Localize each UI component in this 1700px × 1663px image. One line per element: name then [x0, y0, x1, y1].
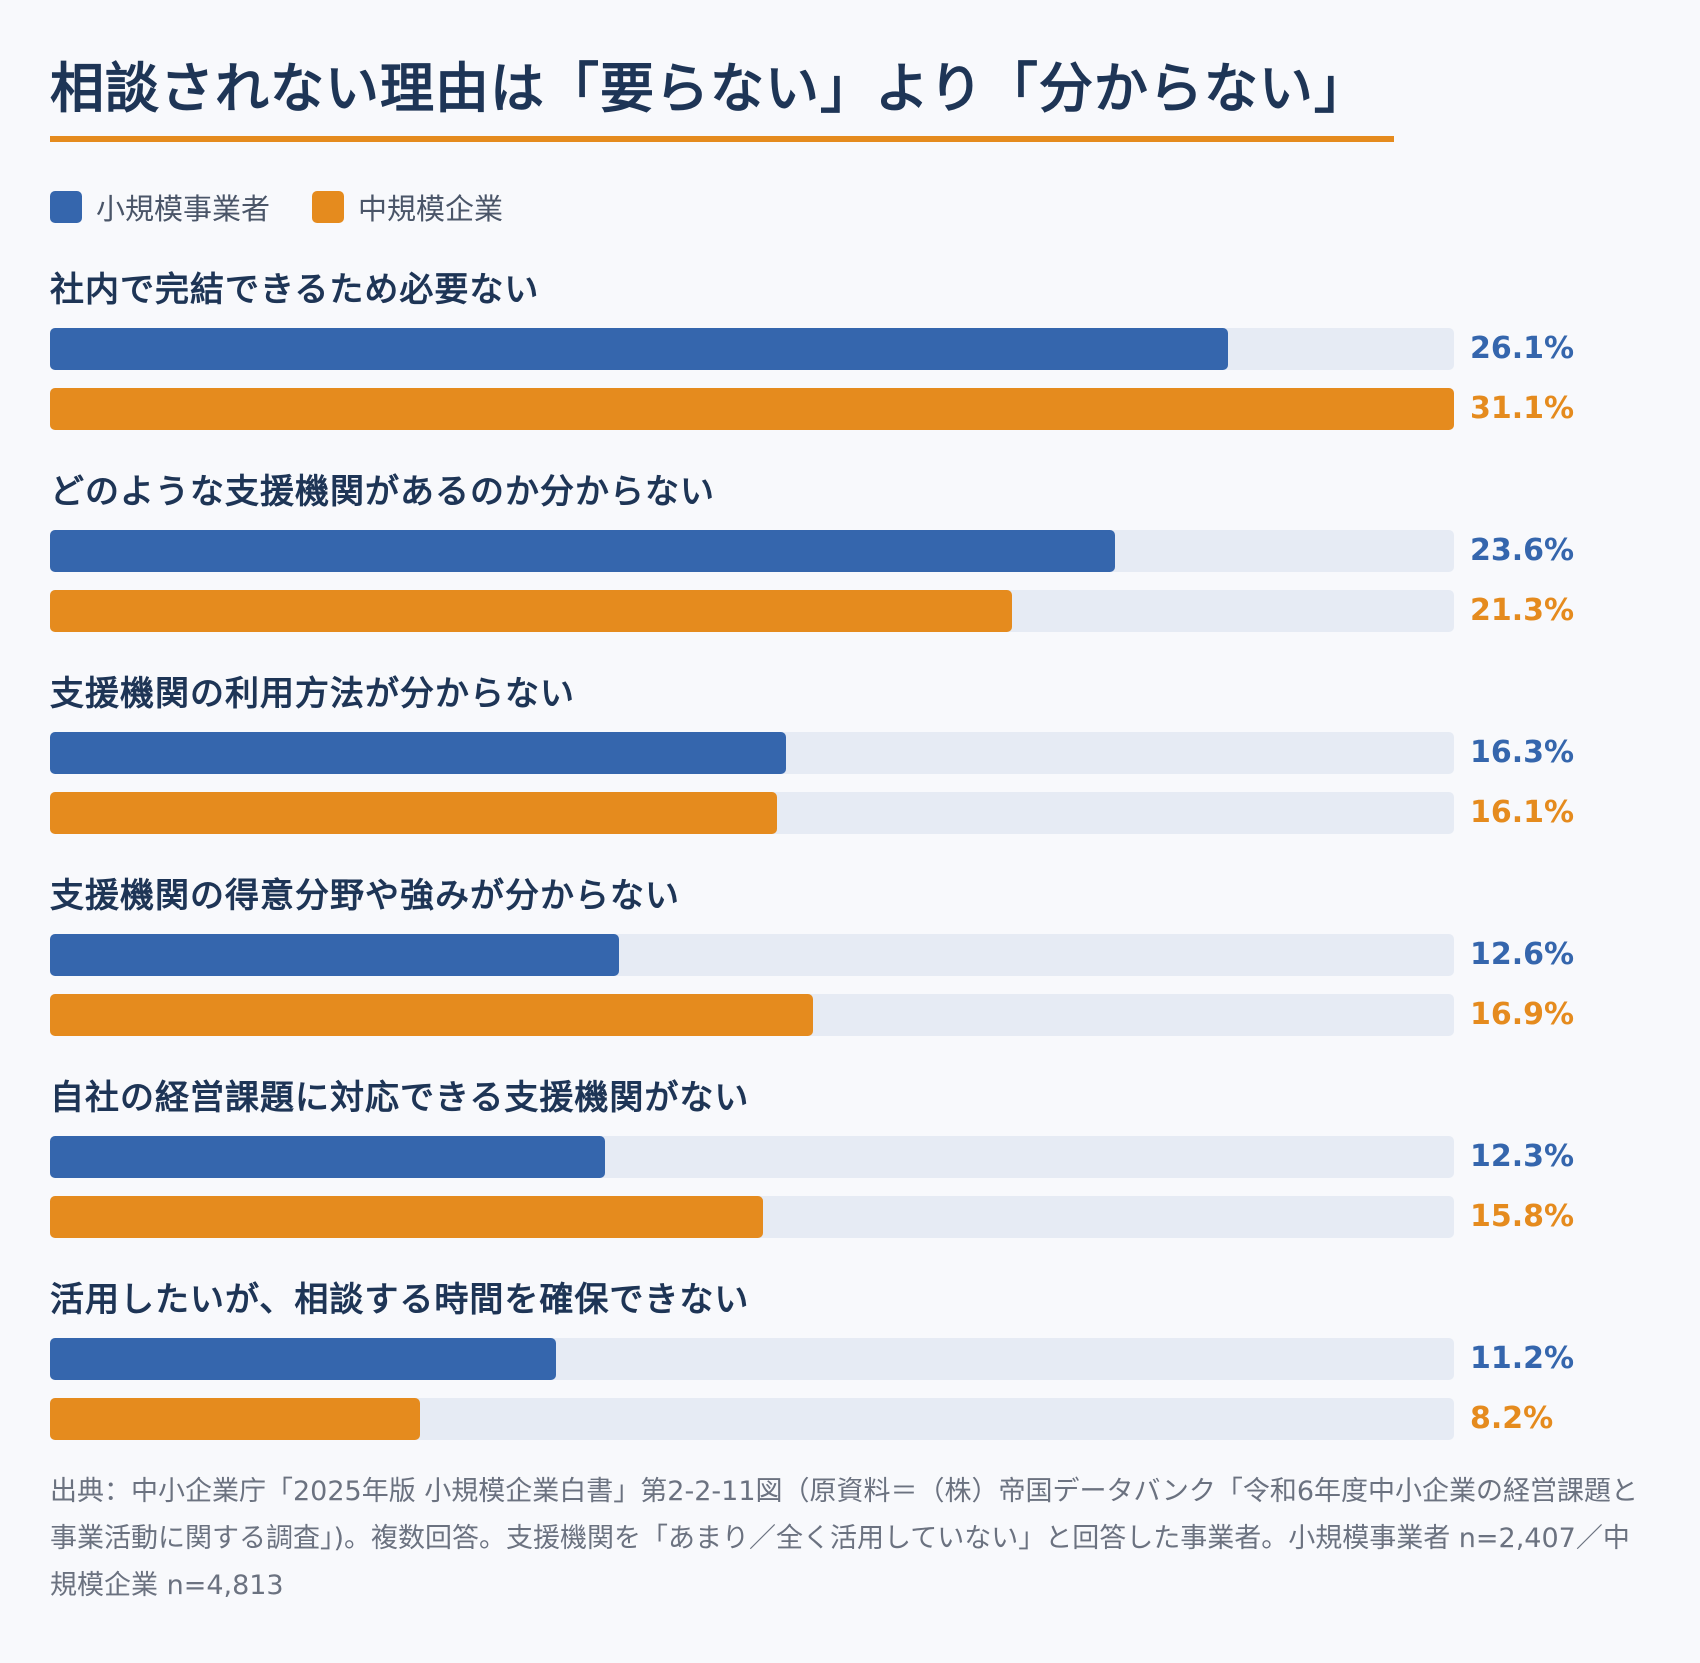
bar-small-business [50, 1136, 606, 1178]
value-label: 12.3% [1470, 1139, 1575, 1174]
category-label: 社内で完結できるため必要ない [50, 270, 540, 310]
bar-medium-business [50, 792, 777, 834]
bar-small-business [50, 530, 1116, 572]
value-label: 16.1% [1470, 795, 1575, 830]
legend-item-medium: 中規模企業 [312, 186, 503, 228]
bar-small-business [50, 732, 786, 774]
source-note: 出典：中小企業庁「2025年版 小規模企業白書」第2-2-11図（原資料＝（株）… [50, 1476, 1639, 1601]
value-label: 16.9% [1470, 997, 1575, 1032]
category-label: 自社の経営課題に対応できる支援機関がない [50, 1078, 750, 1118]
legend-label-medium: 中規模企業 [358, 192, 504, 226]
bar-medium-business [50, 994, 813, 1036]
value-label: 16.3% [1470, 735, 1575, 770]
value-label: 15.8% [1470, 1199, 1575, 1234]
bar-small-business [50, 1338, 556, 1380]
value-label: 21.3% [1470, 593, 1575, 628]
category-label: 活用したいが、相談する時間を確保できない [50, 1280, 750, 1320]
value-label: 8.2% [1470, 1401, 1554, 1436]
bar-medium-business [50, 1398, 421, 1440]
bar-medium-business [50, 590, 1012, 632]
category-label: どのような支援機関があるのか分からない [50, 472, 715, 512]
value-label: 12.6% [1470, 937, 1575, 972]
title-underline [50, 136, 1394, 142]
value-label: 26.1% [1470, 331, 1575, 366]
category-label: 支援機関の利用方法が分からない [50, 674, 575, 714]
legend: 小規模事業者 中規模企業 [50, 186, 545, 228]
bar-medium-business [50, 388, 1454, 430]
chart-title: 相談されない理由は「要らない」より「分からない」 [50, 57, 1369, 120]
legend-label-small: 小規模事業者 [96, 192, 271, 226]
legend-swatch-small [50, 191, 82, 223]
bar-small-business [50, 328, 1229, 370]
bar-medium-business [50, 1196, 764, 1238]
value-label: 23.6% [1470, 533, 1575, 568]
value-label: 31.1% [1470, 391, 1575, 426]
bar-small-business [50, 934, 619, 976]
category-label: 支援機関の得意分野や強みが分からない [50, 876, 680, 916]
legend-swatch-medium [312, 191, 345, 223]
legend-item-small: 小規模事業者 [50, 186, 270, 228]
value-label: 11.2% [1470, 1341, 1575, 1376]
